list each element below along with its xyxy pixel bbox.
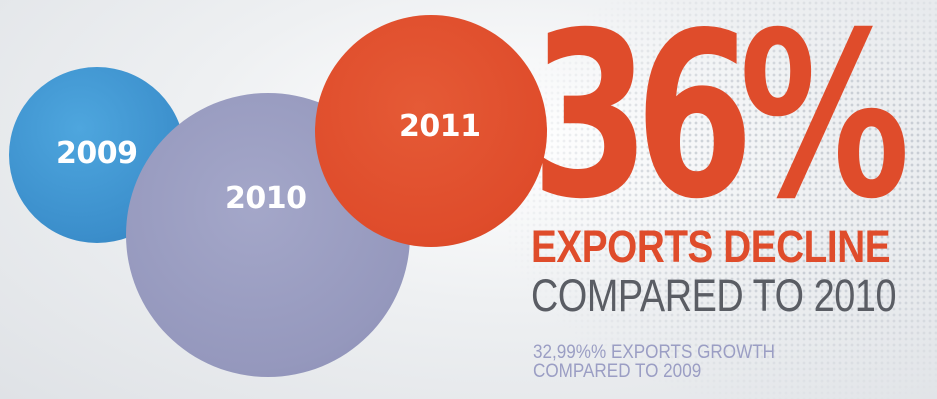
growth-note: 32,99%% EXPORTS GROWTH COMPARED TO 2009 bbox=[533, 343, 775, 381]
circle-2009-label: 2009 bbox=[56, 136, 138, 171]
subheadline-compared: COMPARED TO 2010 bbox=[531, 270, 897, 321]
growth-note-line2: COMPARED TO 2009 bbox=[533, 361, 702, 382]
big-percent: 36% bbox=[531, 0, 910, 249]
world-map-dots-icon bbox=[507, 0, 937, 399]
headline-exports-decline: EXPORTS DECLINE bbox=[531, 221, 891, 272]
circle-2011-label: 2011 bbox=[399, 109, 481, 144]
circle-2010-label: 2010 bbox=[225, 181, 307, 216]
growth-note-line1: 32,99%% EXPORTS GROWTH bbox=[533, 342, 776, 363]
circle-2011: 2011 bbox=[315, 15, 547, 247]
